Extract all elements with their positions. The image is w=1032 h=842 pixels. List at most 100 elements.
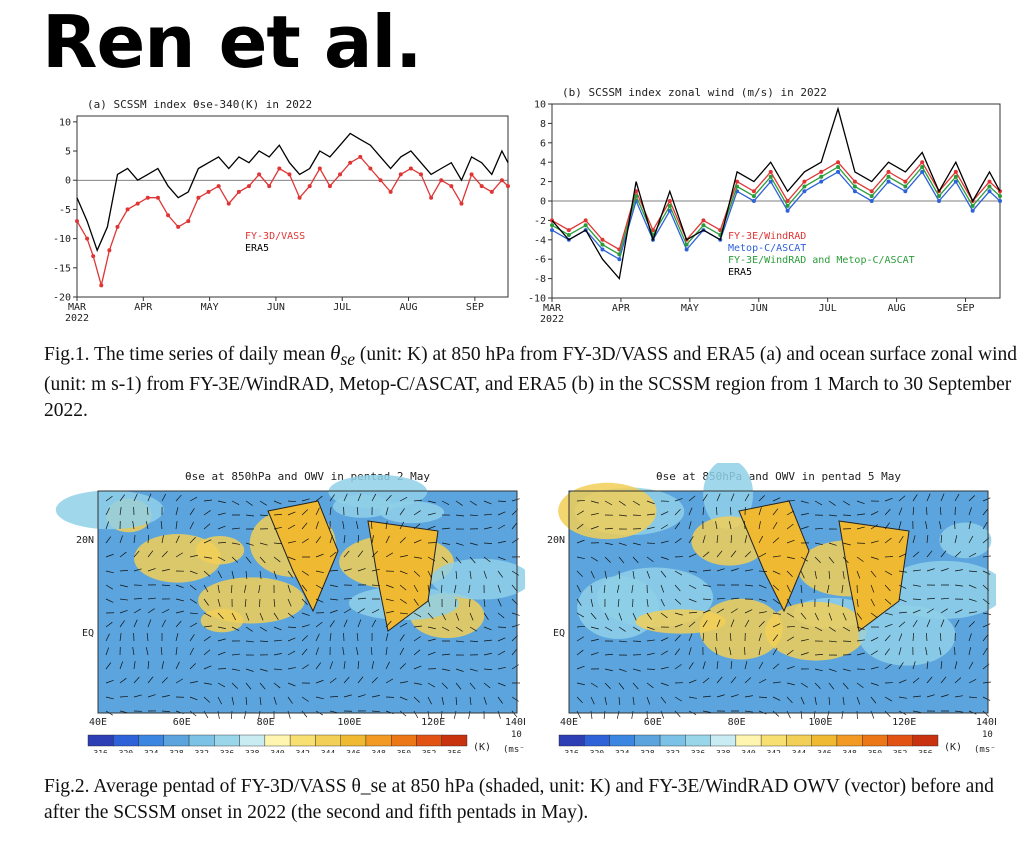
wind-arrow <box>715 521 718 530</box>
y-tick-label: -15 <box>53 263 71 274</box>
data-point <box>886 179 891 184</box>
wind-arrow <box>231 500 240 505</box>
wind-arrow <box>828 514 837 517</box>
wind-arrow <box>744 710 753 713</box>
wind-arrow <box>940 550 947 558</box>
colorbar-tick: 316 <box>93 749 108 753</box>
wind-arrow <box>315 553 324 558</box>
wind-arrow <box>786 510 795 516</box>
shade-patch <box>699 598 783 660</box>
wind-arrow <box>440 584 443 593</box>
colorbar-tick: 328 <box>640 749 655 753</box>
data-point <box>802 184 807 189</box>
wind-arrow <box>203 523 211 530</box>
wind-arrow <box>800 638 809 642</box>
wind-arrow <box>968 661 974 670</box>
y-tick-label: -5 <box>59 205 71 216</box>
wind-arrow <box>884 696 893 702</box>
wind-arrow <box>427 500 436 504</box>
wind-arrow <box>576 500 586 502</box>
data-point <box>937 194 942 199</box>
wind-arrow <box>688 611 697 614</box>
wind-arrow <box>826 710 830 719</box>
wind-arrow <box>800 598 804 607</box>
wind-arrow <box>716 632 718 642</box>
data-point <box>327 184 332 189</box>
wind-arrow <box>161 568 170 572</box>
wind-arrow <box>217 542 227 544</box>
wind-arrow <box>357 597 366 600</box>
colorbar-tick: 338 <box>245 749 260 753</box>
wind-arrow <box>576 612 585 618</box>
wind-arrow <box>357 493 362 502</box>
wind-arrow <box>884 537 892 544</box>
wind-arrow <box>968 552 977 558</box>
wind-arrow <box>273 639 282 642</box>
wind-arrow <box>660 524 668 530</box>
wind-arrow <box>786 626 796 628</box>
wind-arrow <box>786 636 795 642</box>
wind-arrow <box>982 648 988 656</box>
wind-arrow <box>786 682 795 686</box>
wind-arrow <box>926 568 935 572</box>
wind-arrow <box>688 633 693 642</box>
data-point <box>418 172 423 177</box>
colorbar-tick: 340 <box>741 749 756 753</box>
wind-arrow <box>455 570 458 579</box>
wind-arrow <box>632 640 642 642</box>
data-point <box>398 172 403 177</box>
wind-arrow <box>343 694 352 698</box>
wind-arrow <box>576 682 585 686</box>
wind-arrow <box>870 666 879 670</box>
wind-arrow <box>469 640 479 642</box>
wind-arrow <box>413 556 422 559</box>
wind-arrow <box>301 522 308 530</box>
wind-arrow <box>674 538 682 544</box>
wind-arrow <box>940 661 943 670</box>
wind-arrow <box>604 696 607 705</box>
wind-arrow <box>912 535 916 544</box>
series-line <box>76 132 509 253</box>
data-point <box>819 169 824 174</box>
colorbar-tick: 336 <box>220 749 235 753</box>
wind-arrow <box>758 535 764 544</box>
wind-arrow <box>856 639 865 642</box>
wind-arrow <box>982 555 991 558</box>
x-tick-label: JUN <box>267 302 285 313</box>
wind-arrow <box>912 695 921 698</box>
wind-arrow <box>469 500 477 506</box>
wind-arrow <box>772 612 781 615</box>
wind-arrow <box>646 652 655 656</box>
wind-arrow <box>912 620 918 628</box>
wind-arrow <box>744 646 746 656</box>
data-point <box>583 218 588 223</box>
wind-arrow <box>399 663 406 670</box>
wind-arrow <box>856 556 864 562</box>
wind-arrow <box>455 626 463 632</box>
colorbar-tick: 350 <box>868 749 883 753</box>
wind-arrow <box>287 570 293 578</box>
wind-arrow <box>343 661 346 670</box>
land-shape <box>267 500 339 613</box>
wind-arrow <box>968 495 975 502</box>
wind-arrow <box>329 569 338 572</box>
wind-arrow <box>800 612 807 620</box>
data-point <box>836 160 841 165</box>
colorbar-tick: 356 <box>918 749 933 753</box>
wind-arrow <box>273 556 281 563</box>
lat-label: 20N <box>76 535 94 546</box>
wind-arrow <box>343 598 353 600</box>
data-point <box>216 184 221 189</box>
wind-arrow <box>301 624 310 628</box>
lat-label: EQ <box>82 628 94 639</box>
wind-arrow <box>497 584 501 593</box>
x-tick-label-year: 2022 <box>540 314 564 325</box>
wind-arrow <box>147 534 150 544</box>
wind-arrow <box>940 619 945 628</box>
wind-arrow <box>926 676 933 684</box>
colorbar-cell <box>391 734 417 747</box>
colorbar-cell <box>239 734 266 747</box>
wind-arrow <box>729 633 732 642</box>
wind-arrow <box>982 710 990 717</box>
wind-arrow <box>618 696 621 705</box>
